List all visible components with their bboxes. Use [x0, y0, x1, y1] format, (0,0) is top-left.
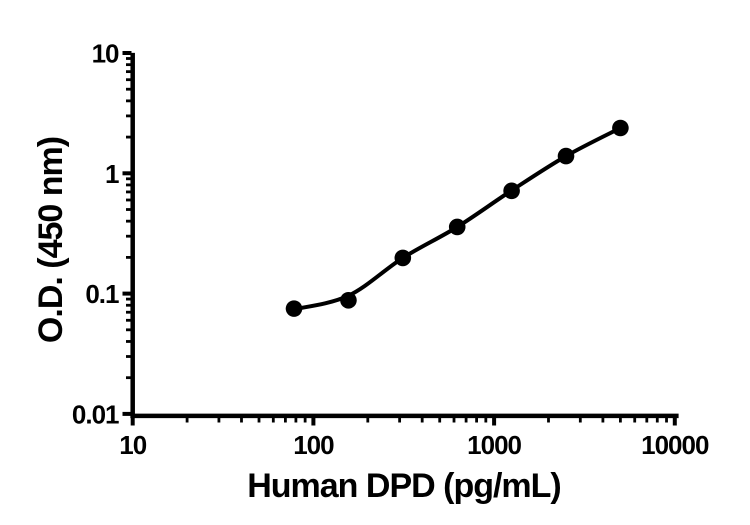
data-point [503, 182, 520, 200]
data-point [448, 218, 466, 236]
data-point [612, 119, 629, 137]
tick-labels: 10 100 1000 10000 10 1 0.1 0.01 [72, 39, 710, 461]
x-tick-label: 10 [119, 430, 146, 460]
data-point [394, 249, 412, 267]
data-point [557, 147, 575, 165]
x-tick-label: 100 [293, 430, 334, 460]
axes [122, 51, 679, 426]
y-tick-label: 10 [92, 39, 119, 69]
data-points [285, 119, 629, 317]
x-axis-title: Human DPD (pg/mL) [247, 467, 561, 505]
y-tick-label: 0.1 [85, 279, 119, 309]
y-axis-title: O.D. (450 nm) [32, 137, 70, 343]
x-tick-label: 10000 [641, 430, 709, 460]
y-tick-label: 1 [105, 159, 119, 189]
data-point [340, 291, 357, 309]
x-tick-label: 1000 [467, 430, 521, 460]
data-point [285, 300, 303, 317]
y-tick-label: 0.01 [72, 399, 119, 429]
